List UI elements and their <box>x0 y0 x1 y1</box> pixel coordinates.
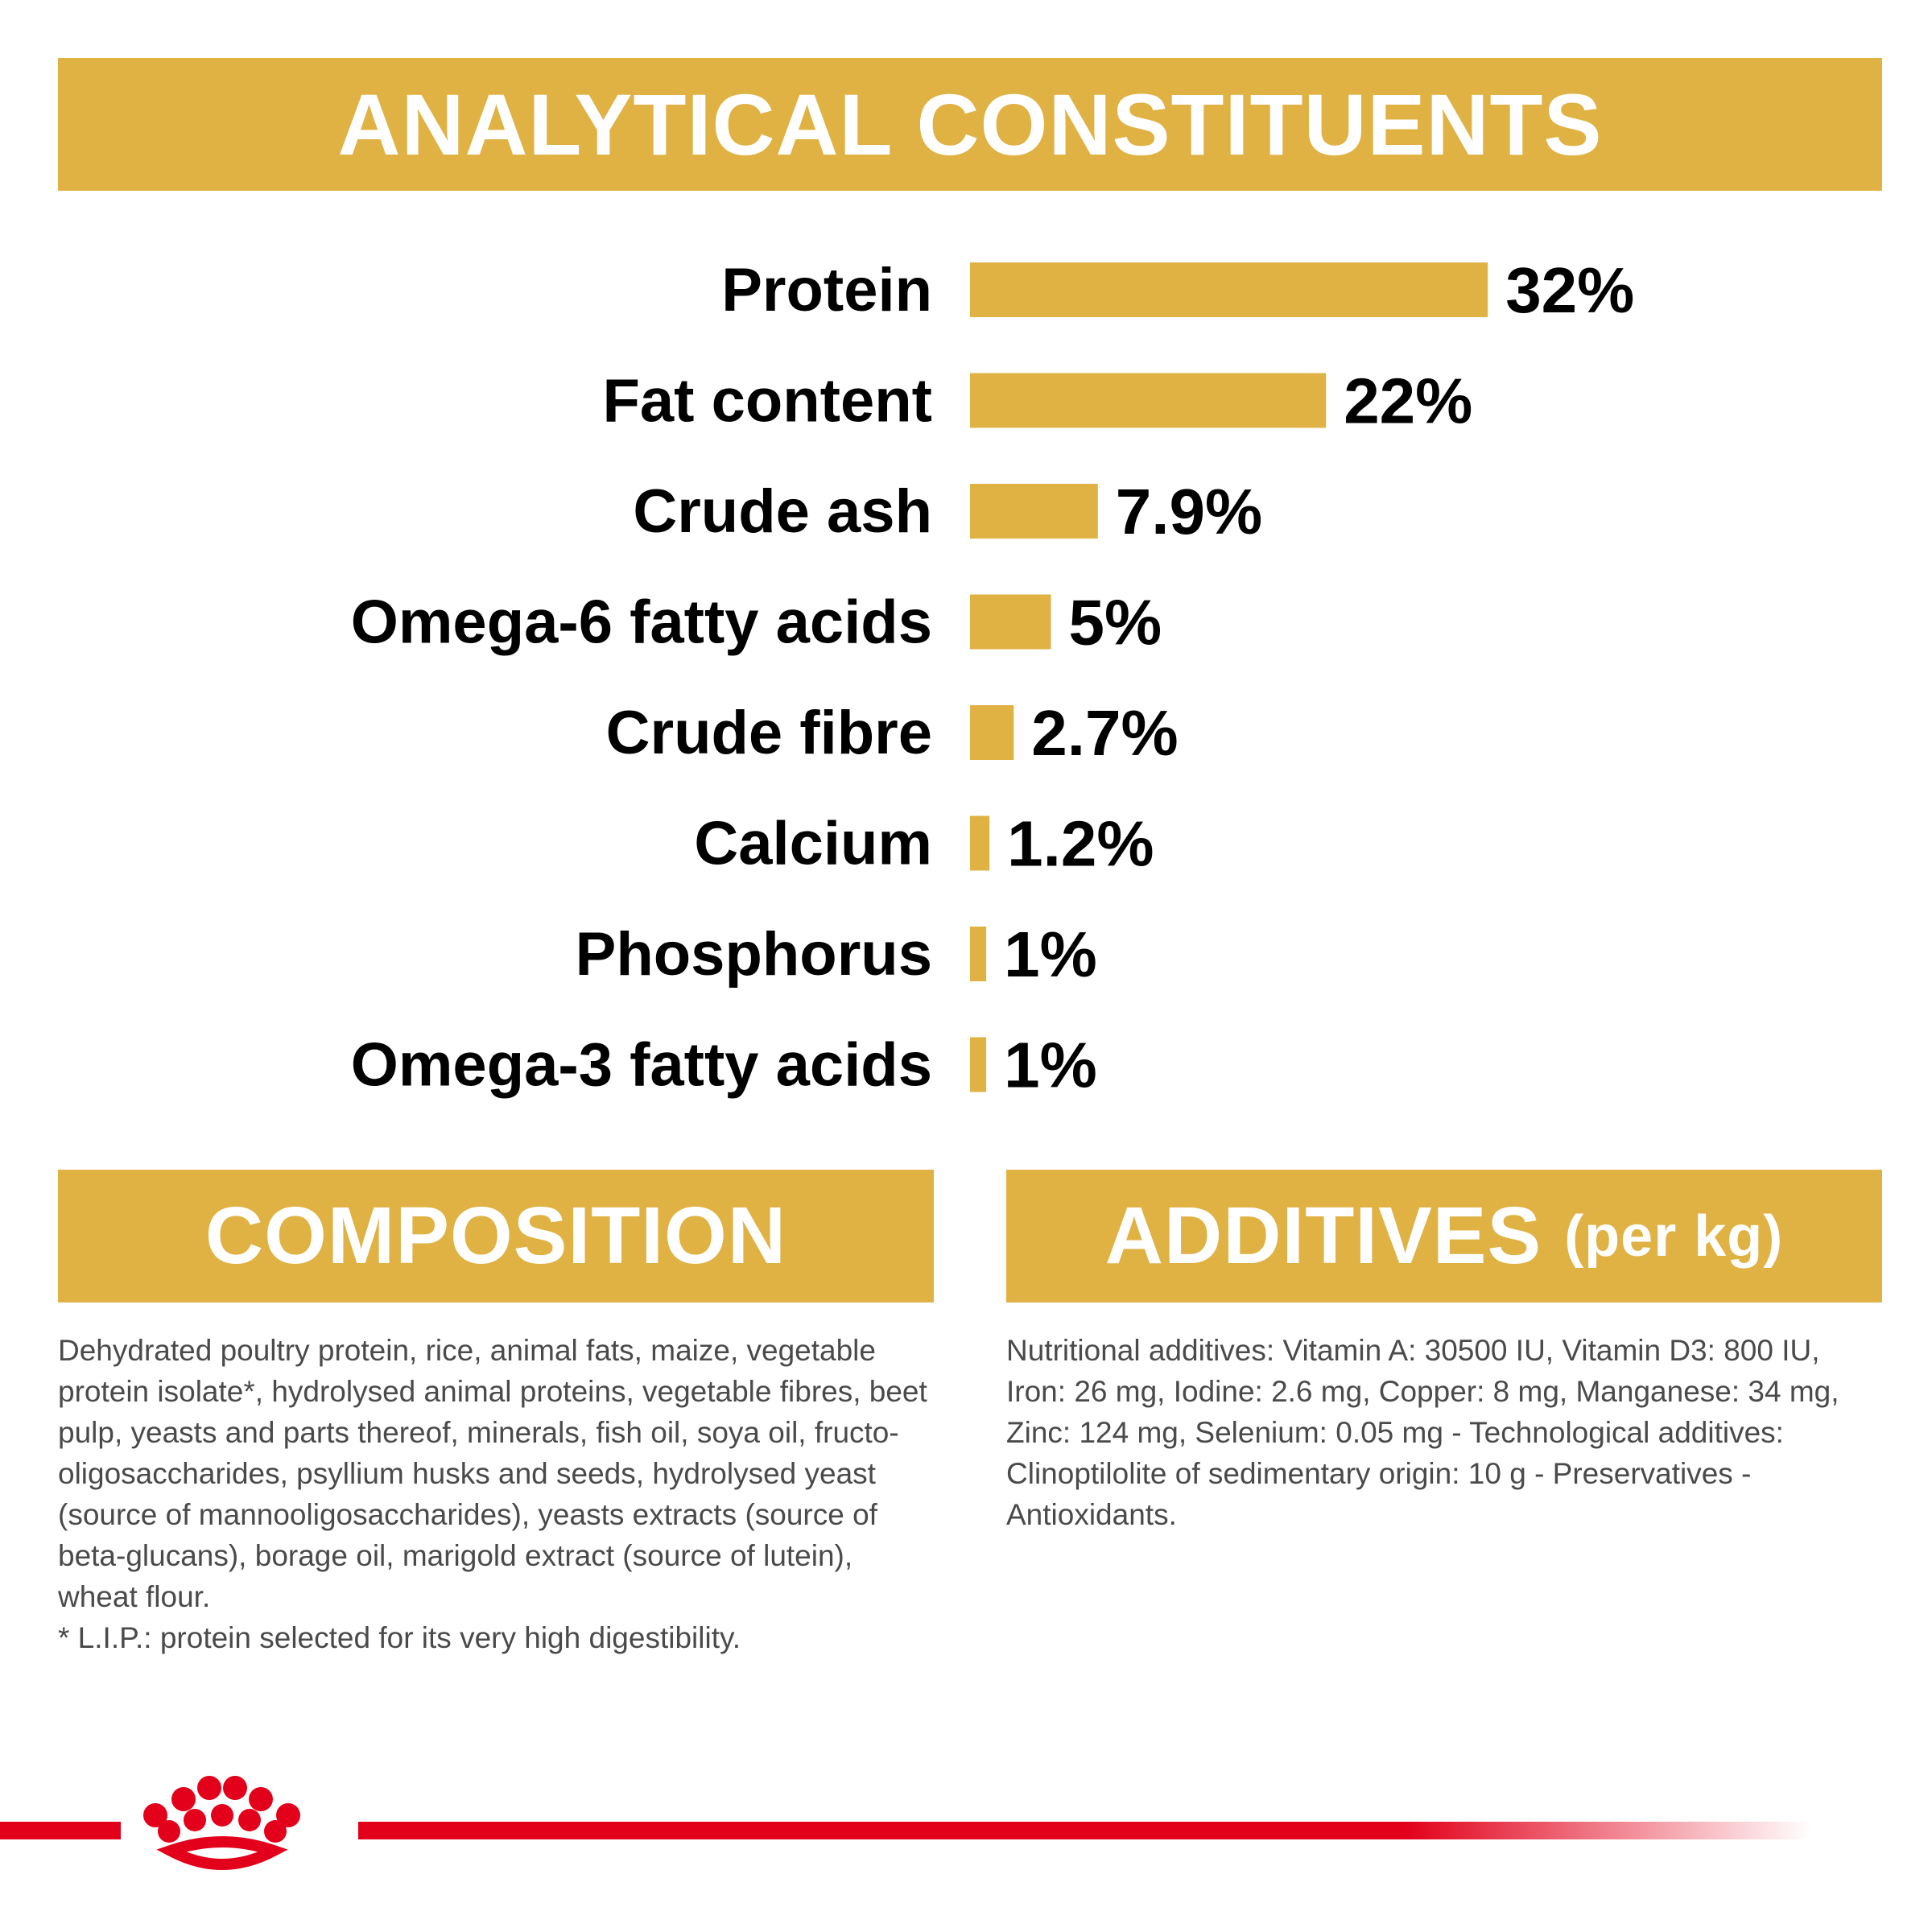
category-label: Calcium <box>694 810 932 878</box>
crown-icon <box>143 1776 300 1870</box>
bar <box>970 373 1327 428</box>
value-label: 32% <box>1505 254 1634 326</box>
brand-footer <box>0 1776 1811 1870</box>
composition-heading: COMPOSITION <box>58 1170 934 1302</box>
category-label: Fat content <box>602 367 932 436</box>
additives-heading-text: ADDITIVES <box>1104 1191 1542 1281</box>
category-label: Omega-3 fatty acids <box>351 1031 932 1100</box>
analytical-heading-text: ANALYTICAL CONSTITUENTS <box>337 76 1603 173</box>
bar <box>970 1037 987 1092</box>
bar <box>970 594 1051 650</box>
composition-text: Dehydrated poultry protein, rice, animal… <box>58 1334 927 1654</box>
value-label: 2.7% <box>1031 697 1178 769</box>
composition-heading-text: COMPOSITION <box>204 1191 787 1281</box>
category-label: Phosphorus <box>576 920 932 989</box>
footer-red-line-right <box>358 1822 1811 1839</box>
category-label: Crude fibre <box>606 699 932 767</box>
bar <box>970 705 1014 760</box>
bar <box>970 484 1098 539</box>
value-label: 1% <box>1004 919 1097 990</box>
additives-text: Nutritional additives: Vitamin A: 30500 … <box>1006 1334 1839 1531</box>
category-label: Crude ash <box>633 477 932 546</box>
additives-heading-suffix: (per kg) <box>1564 1203 1784 1269</box>
analytical-constituents-heading: ANALYTICAL CONSTITUENTS <box>58 58 1882 191</box>
value-label: 22% <box>1344 365 1472 437</box>
bar <box>970 262 1488 317</box>
bar <box>970 815 990 871</box>
additives-heading: ADDITIVES (per kg) <box>1006 1170 1882 1302</box>
value-label: 5% <box>1069 587 1162 658</box>
bar <box>970 927 987 981</box>
value-label: 1% <box>1004 1030 1097 1101</box>
value-label: 1.2% <box>1007 808 1154 880</box>
value-label: 7.9% <box>1116 476 1262 547</box>
category-label: Protein <box>721 256 932 324</box>
category-label: Omega-6 fatty acids <box>351 588 932 657</box>
footer-red-line-left <box>0 1822 121 1839</box>
analytical-bar-chart: Protein 32% Fat content 22% Crude ash 7.9% Ome… <box>351 254 1635 1101</box>
